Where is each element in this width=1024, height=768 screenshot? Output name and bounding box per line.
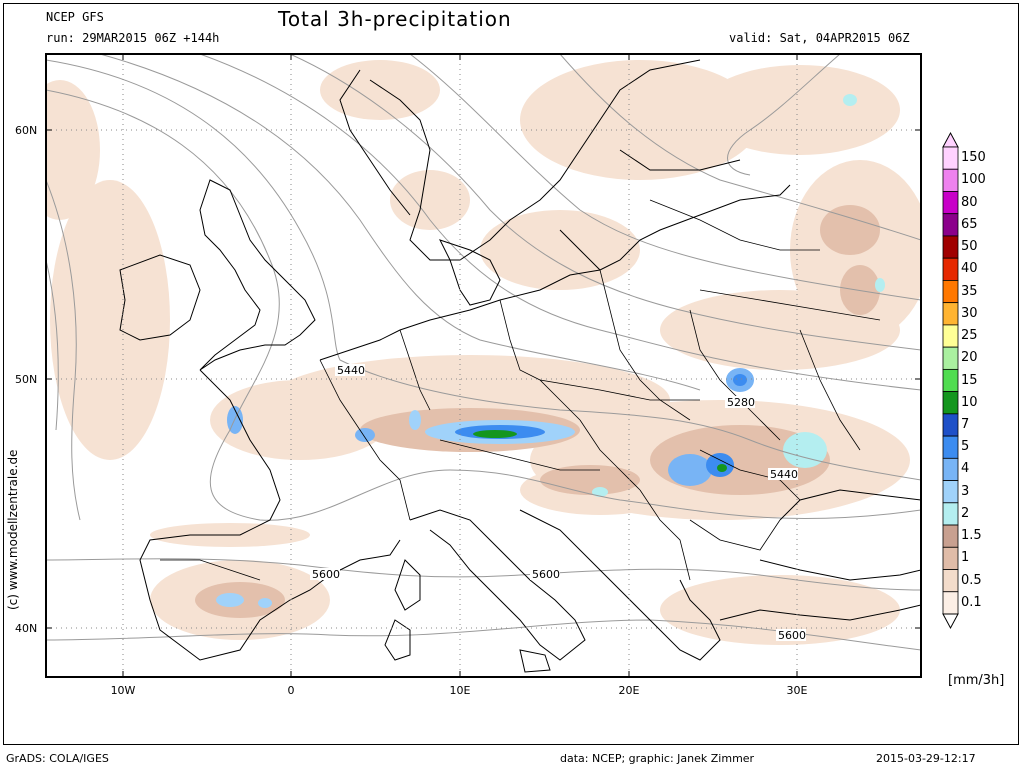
data-credit: data: NCEP; graphic: Janek Zimmer: [560, 752, 755, 765]
colorbar-swatch: [942, 435, 959, 459]
colorbar-swatch: [942, 368, 959, 393]
colorbar-swatch: [942, 569, 959, 593]
colorbar-swatch: [942, 146, 959, 170]
colorbar-label: 150: [961, 150, 986, 166]
contour-label: 5440: [770, 468, 798, 481]
colorbar-label: 4: [961, 461, 970, 477]
colorbar-swatch: [942, 546, 959, 570]
height-contours: [46, 54, 921, 651]
colorbar-swatch: [942, 502, 959, 526]
country-borders: [160, 199, 881, 581]
software-credit: GrADS: COLA/IGES: [6, 752, 109, 765]
colorbar-swatch: [942, 257, 959, 281]
colorbar-swatch: [942, 591, 959, 615]
colorbar-label: 25: [961, 328, 978, 344]
colorbar-swatch: [942, 391, 959, 415]
colorbar-swatch: [942, 524, 959, 548]
colorbar-label: 1.5: [961, 528, 982, 544]
plot-border: [45, 53, 922, 678]
lat-lon-grid: [46, 54, 921, 677]
colorbar-label: 1: [961, 550, 970, 566]
colorbar-label: 0.5: [961, 572, 982, 588]
colorbar-label: 0.1: [961, 594, 982, 610]
colorbar-swatch: [942, 457, 959, 481]
lon-label-30e: 30E: [787, 684, 808, 697]
contour-label: 5600: [532, 568, 560, 581]
lon-label-0: 0: [288, 684, 295, 697]
colorbar-bottom-arrow: [942, 613, 959, 630]
colorbar-label: 35: [961, 283, 978, 299]
colorbar-swatch: [942, 413, 959, 437]
colorbar-label: 10: [961, 394, 978, 410]
lat-label-50n: 50N: [15, 373, 37, 386]
run-info: run: 29MAR2015 06Z +144h: [46, 31, 220, 45]
axis-ticks: [46, 54, 921, 677]
colorbar-label: 3: [961, 483, 970, 499]
lon-label-20e: 20E: [619, 684, 640, 697]
colorbar-label: 100: [961, 172, 986, 188]
lat-label-60n: 60N: [15, 124, 37, 137]
colorbar-label: 30: [961, 305, 978, 321]
valid-time: valid: Sat, 04APR2015 06Z: [729, 31, 910, 45]
colorbar-top-arrow: [942, 131, 959, 148]
precip-colorbar: [942, 131, 959, 630]
colorbar-label: 80: [961, 194, 978, 210]
lon-label-10e: 10E: [450, 684, 471, 697]
render-timestamp: 2015-03-29-12:17: [876, 752, 976, 765]
colorbar-swatch: [942, 235, 959, 259]
colorbar-label: 2: [961, 505, 970, 521]
latitude-labels: 60N 50N 40N: [15, 124, 37, 635]
colorbar-swatch: [942, 346, 959, 370]
contour-label: 5280: [727, 396, 755, 409]
lat-label-40n: 40N: [15, 622, 37, 635]
colorbar-label: 7: [961, 416, 970, 432]
colorbar-label: 20: [961, 350, 978, 366]
colorbar-label: 40: [961, 261, 978, 277]
model-name: NCEP GFS: [46, 10, 104, 24]
figure-frame: [3, 3, 1019, 745]
colorbar-swatch: [942, 213, 959, 237]
lon-label-10w: 10W: [111, 684, 136, 697]
precip-heavy-areas: [216, 94, 885, 608]
colorbar-label: 15: [961, 372, 978, 388]
contour-label: 5600: [778, 629, 806, 642]
colorbar-swatch: [942, 480, 959, 504]
longitude-labels: 10W 0 10E 20E 30E: [111, 684, 808, 697]
coastlines: [119, 59, 921, 673]
contour-labels: 5440 5280 5440 5600 5600 5600: [310, 364, 806, 642]
colorbar-swatch: [942, 324, 959, 348]
colorbar-swatch: [942, 168, 959, 192]
colorbar-label: 5: [961, 439, 970, 455]
contour-label: 5440: [337, 364, 365, 377]
colorbar-swatch: [942, 280, 959, 304]
contour-label: 5600: [312, 568, 340, 581]
colorbar-swatch: [942, 302, 959, 326]
copyright-note: (c) www.modellzentrale.de: [6, 449, 20, 610]
colorbar-label: 50: [961, 239, 978, 255]
colorbar-swatch: [942, 191, 959, 215]
colorbar-label: 65: [961, 216, 978, 232]
colorbar-units: [mm/3h]: [948, 673, 1005, 688]
map-title: Total 3h-precipitation: [278, 7, 512, 31]
